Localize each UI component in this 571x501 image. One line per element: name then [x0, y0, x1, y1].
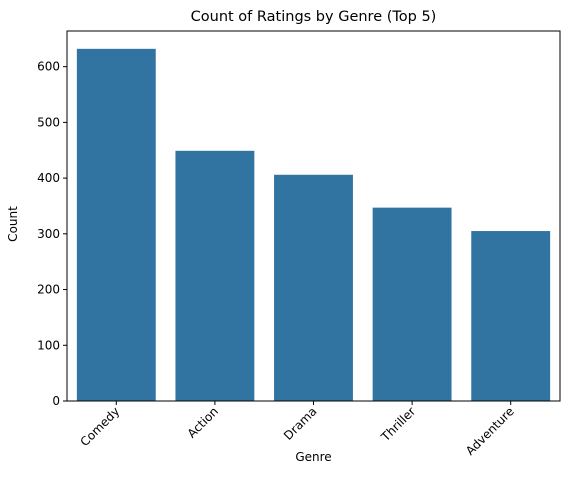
y-tick-label-0: 0	[52, 394, 60, 408]
x-tick-label-adventure: Adventure	[463, 404, 517, 458]
chart-title: Count of Ratings by Genre (Top 5)	[191, 9, 437, 25]
x-tick-label-drama: Drama	[281, 404, 320, 443]
y-axis-ticks: 0 100 200 300 400 500 600	[37, 60, 67, 408]
bar-drama	[274, 174, 353, 401]
bar-thriller	[372, 207, 452, 401]
plot-frame	[66, 30, 561, 402]
x-tick-label-thriller: Thriller	[378, 404, 418, 444]
y-tick-label-100: 100	[37, 338, 60, 352]
x-tick-label-action: Action	[185, 404, 221, 440]
y-axis-label: Count	[6, 206, 20, 242]
x-axis-label: Genre	[295, 450, 331, 464]
bar-action	[175, 150, 255, 401]
y-tick-label-400: 400	[37, 171, 60, 185]
axes-frame	[66, 30, 561, 402]
bar-comedy	[76, 48, 156, 401]
x-tick-label-comedy: Comedy	[78, 404, 123, 449]
y-tick-label-500: 500	[37, 115, 60, 129]
y-tick-label-200: 200	[37, 283, 60, 297]
bar-adventure	[471, 231, 551, 401]
bars-group	[76, 48, 551, 401]
y-tick-label-600: 600	[37, 60, 60, 74]
y-tick-label-300: 300	[37, 227, 60, 241]
